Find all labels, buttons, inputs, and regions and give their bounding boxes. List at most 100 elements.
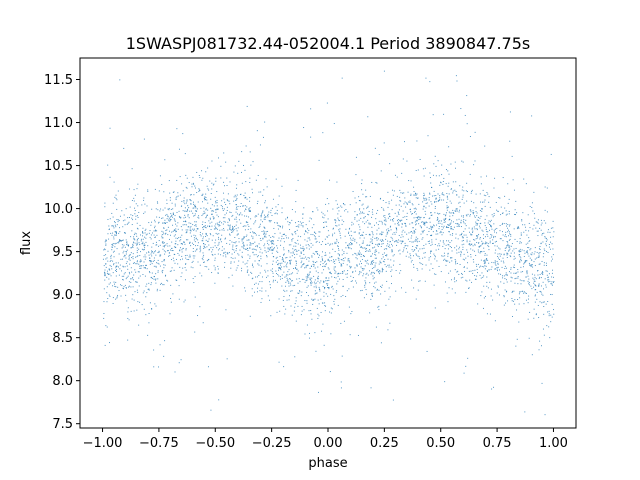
data-point <box>221 249 223 251</box>
data-point <box>278 361 280 363</box>
data-point <box>259 290 261 292</box>
data-point <box>500 253 502 255</box>
data-point <box>465 214 467 216</box>
data-point <box>157 278 159 280</box>
data-point <box>360 256 362 258</box>
data-point <box>224 185 225 187</box>
data-point <box>126 261 128 263</box>
data-point <box>255 215 257 217</box>
data-point <box>314 298 316 300</box>
data-point <box>326 236 328 238</box>
data-point <box>277 224 279 226</box>
data-point <box>419 258 421 260</box>
data-point <box>542 256 544 258</box>
data-point <box>192 260 194 262</box>
data-point <box>370 223 371 225</box>
data-point <box>371 263 373 265</box>
data-point <box>278 262 280 264</box>
data-point <box>170 216 172 218</box>
data-point <box>517 226 519 228</box>
data-point <box>456 80 458 82</box>
data-point <box>448 219 450 221</box>
data-point <box>159 244 161 246</box>
data-point <box>308 257 310 259</box>
data-point <box>458 224 460 226</box>
data-point <box>368 210 370 212</box>
data-point <box>388 298 390 300</box>
data-point <box>180 226 182 228</box>
data-point <box>227 253 229 255</box>
data-point <box>422 168 424 170</box>
data-point <box>289 229 291 231</box>
data-point <box>474 215 476 217</box>
data-point <box>504 207 506 209</box>
data-point <box>115 194 117 196</box>
data-point <box>385 266 387 268</box>
data-point <box>121 244 123 246</box>
data-point <box>222 208 224 210</box>
data-point <box>505 223 507 225</box>
data-point <box>400 219 402 221</box>
data-point <box>352 286 354 288</box>
data-point <box>399 220 401 222</box>
data-point <box>137 237 139 239</box>
data-point <box>445 260 447 262</box>
data-point <box>419 280 421 282</box>
data-point <box>434 207 436 209</box>
data-point <box>186 211 188 213</box>
data-point <box>430 225 432 227</box>
data-point <box>305 231 307 233</box>
data-point <box>297 179 299 181</box>
data-point <box>232 244 234 246</box>
data-point <box>215 239 217 241</box>
data-point <box>401 223 403 225</box>
data-point <box>138 271 140 273</box>
data-point <box>552 227 554 229</box>
data-point <box>243 225 245 227</box>
data-point <box>458 248 460 250</box>
data-point <box>406 212 408 214</box>
data-point <box>322 216 324 218</box>
data-point <box>452 209 454 211</box>
data-point <box>260 258 262 260</box>
data-point <box>131 246 133 248</box>
data-point <box>185 174 187 176</box>
data-point <box>537 274 539 276</box>
data-point <box>418 203 420 205</box>
data-point <box>190 203 192 205</box>
data-point <box>488 269 490 271</box>
data-point <box>384 290 386 292</box>
data-point <box>216 208 218 210</box>
data-point <box>371 260 373 262</box>
data-point <box>486 254 488 256</box>
data-point <box>413 264 415 266</box>
data-point <box>486 192 488 194</box>
data-point <box>259 225 261 227</box>
data-point <box>246 262 248 264</box>
data-point <box>412 255 414 257</box>
data-point <box>534 258 536 260</box>
data-point <box>226 199 228 201</box>
data-point <box>405 206 407 208</box>
data-point <box>240 193 242 195</box>
data-point <box>234 251 235 253</box>
data-point <box>208 248 210 250</box>
data-point <box>529 264 531 266</box>
data-point <box>177 252 179 254</box>
data-point <box>350 313 352 315</box>
data-point <box>252 263 254 265</box>
data-point <box>536 298 538 300</box>
data-point <box>547 311 549 313</box>
data-point <box>126 251 128 253</box>
data-point <box>443 194 445 196</box>
data-point <box>301 260 303 262</box>
data-point <box>208 258 210 260</box>
data-point <box>542 281 544 283</box>
data-point <box>337 245 339 247</box>
data-point <box>117 190 119 192</box>
data-point <box>203 261 205 263</box>
data-point <box>369 250 371 252</box>
data-point <box>246 247 248 249</box>
data-point <box>162 222 164 224</box>
data-point <box>381 271 383 273</box>
